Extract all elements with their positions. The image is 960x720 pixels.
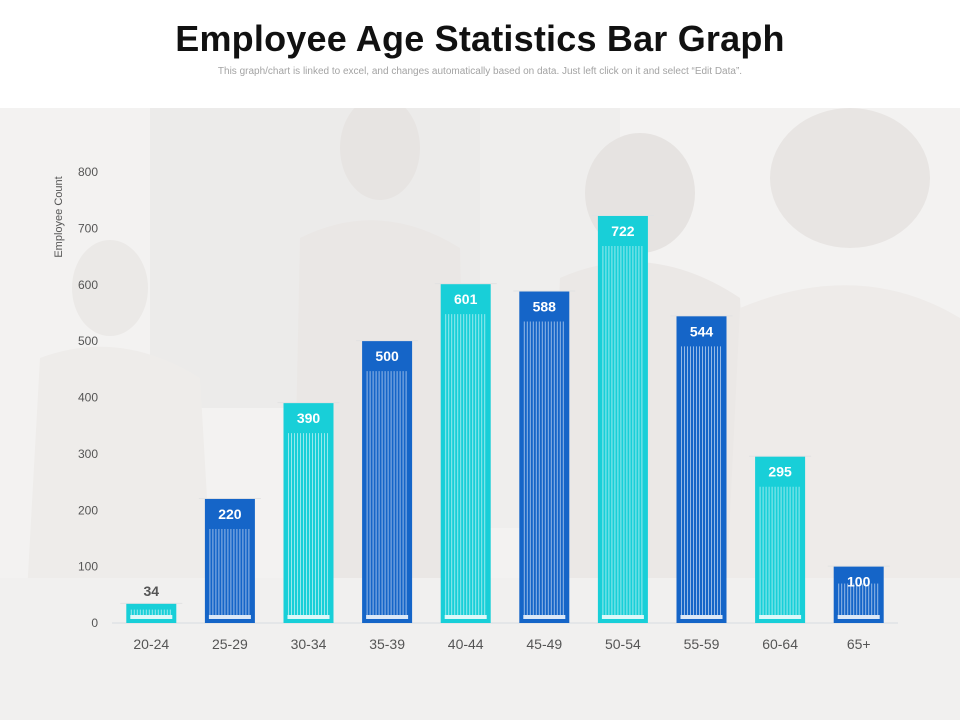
x-tick-label: 60-64 xyxy=(762,636,798,652)
bar-stripes xyxy=(445,314,486,615)
x-tick-label: 25-29 xyxy=(212,636,248,652)
y-tick-label: 500 xyxy=(78,334,98,348)
y-tick-label: 400 xyxy=(78,391,98,405)
y-tick-label: 700 xyxy=(78,221,98,235)
y-axis-title: Employee Count xyxy=(53,176,65,257)
bar-base xyxy=(601,615,644,619)
bar-base xyxy=(130,615,173,619)
bar-stripes xyxy=(681,346,721,615)
bar-20-24: 34 xyxy=(120,583,183,623)
page-subtitle: This graph/chart is linked to excel, and… xyxy=(217,66,743,77)
x-tick-label: 40-44 xyxy=(448,636,484,652)
data-label: 544 xyxy=(690,323,714,339)
data-label: 100 xyxy=(847,574,871,590)
bars-group: 34 220 390 500 601 588 722 544 295 100 xyxy=(120,214,890,623)
data-label: 722 xyxy=(611,223,635,239)
bar-stripes xyxy=(209,528,250,615)
y-tick-label: 300 xyxy=(78,447,98,461)
y-axis: 0 100 200 300 400 500 600 700 800 xyxy=(78,165,98,630)
bar-base xyxy=(444,615,487,619)
bar-45-49: 588 xyxy=(513,290,576,623)
bar-35-39: 500 xyxy=(356,340,419,623)
bar-base xyxy=(523,615,566,619)
bar-60-64: 295 xyxy=(749,455,812,623)
bar-25-29: 220 xyxy=(198,497,261,623)
bar-50-54: 722 xyxy=(591,214,654,623)
bar-base xyxy=(680,615,723,619)
y-tick-label: 600 xyxy=(78,278,98,292)
x-tick-label: 55-59 xyxy=(684,636,720,652)
bar-stripes xyxy=(523,321,564,615)
bar-stripes xyxy=(759,486,800,615)
y-tick-label: 100 xyxy=(78,560,98,574)
page-title: Employee Age Statistics Bar Graph xyxy=(175,18,785,59)
bar-55-59: 544 xyxy=(670,315,733,623)
bar-30-34: 390 xyxy=(277,402,340,623)
bar-stripes xyxy=(130,609,171,615)
y-tick-label: 200 xyxy=(78,503,98,517)
data-label: 588 xyxy=(533,299,557,315)
x-tick-label: 50-54 xyxy=(605,636,641,652)
data-label: 500 xyxy=(375,348,399,364)
bar-base xyxy=(366,615,409,619)
bar-stripes xyxy=(366,371,407,615)
bar-stripes xyxy=(838,583,879,615)
x-axis: 20-24 25-29 30-34 35-39 40-44 45-49 50-54 55-59… xyxy=(133,636,870,652)
bar-65+: 100 xyxy=(827,565,890,623)
x-tick-label: 35-39 xyxy=(369,636,405,652)
data-label: 220 xyxy=(218,506,242,522)
x-tick-label: 20-24 xyxy=(133,636,169,652)
bar-40-44: 601 xyxy=(434,283,497,623)
bar-base xyxy=(837,615,880,619)
data-label: 390 xyxy=(297,410,321,426)
data-label: 601 xyxy=(454,291,478,307)
y-tick-label: 800 xyxy=(78,165,98,179)
bar-stripes xyxy=(288,433,328,615)
bar-base xyxy=(759,615,802,619)
bar-stripes xyxy=(602,245,643,615)
x-tick-label: 45-49 xyxy=(526,636,562,652)
data-label: 34 xyxy=(144,583,160,599)
x-tick-label: 65+ xyxy=(847,636,871,652)
x-tick-label: 30-34 xyxy=(291,636,327,652)
data-label: 295 xyxy=(768,464,792,480)
bar-base xyxy=(208,615,251,619)
y-tick-label: 0 xyxy=(91,616,98,630)
bar-base xyxy=(287,615,330,619)
